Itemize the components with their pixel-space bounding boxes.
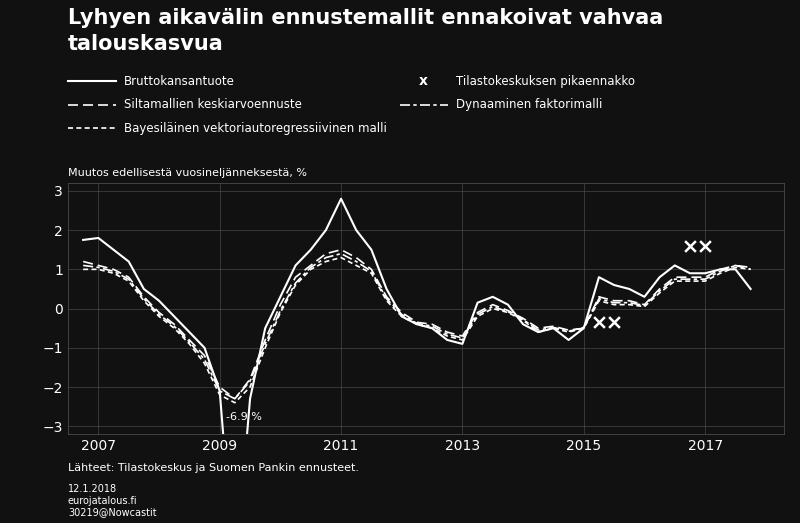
Text: Dynaaminen faktorimalli: Dynaaminen faktorimalli xyxy=(456,98,602,111)
Text: x: x xyxy=(419,74,428,88)
Point xyxy=(593,318,606,326)
Text: Tilastokeskuksen pikaennakko: Tilastokeskuksen pikaennakko xyxy=(456,75,635,87)
Text: Bayesiläinen vektoriautoregressiivinen malli: Bayesiläinen vektoriautoregressiivinen m… xyxy=(124,122,387,134)
Point xyxy=(608,318,621,326)
Text: 12.1.2018: 12.1.2018 xyxy=(68,484,117,494)
Point xyxy=(698,242,711,250)
Text: eurojatalous.fi: eurojatalous.fi xyxy=(68,496,138,506)
Text: Bruttokansantuote: Bruttokansantuote xyxy=(124,75,235,87)
Text: 30219@Nowcastit: 30219@Nowcastit xyxy=(68,507,157,517)
Point xyxy=(683,242,696,250)
Text: talouskasvua: talouskasvua xyxy=(68,34,224,54)
Text: Lähteet: Tilastokeskus ja Suomen Pankin ennusteet.: Lähteet: Tilastokeskus ja Suomen Pankin … xyxy=(68,463,359,473)
Text: -6.9 %: -6.9 % xyxy=(226,412,262,423)
Text: Muutos edellisestä vuosineljänneksestä, %: Muutos edellisestä vuosineljänneksestä, … xyxy=(68,168,307,178)
Text: Siltamallien keskiarvoennuste: Siltamallien keskiarvoennuste xyxy=(124,98,302,111)
Text: Lyhyen aikavälin ennustemallit ennakoivat vahvaa: Lyhyen aikavälin ennustemallit ennakoiva… xyxy=(68,8,663,28)
